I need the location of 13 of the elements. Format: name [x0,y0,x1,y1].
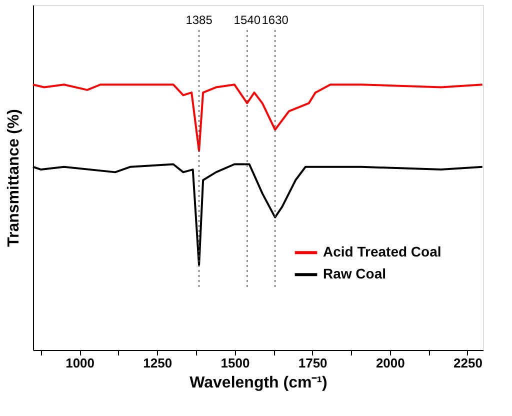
legend-label: Acid Treated Coal [323,244,442,260]
ref-line-label: 1630 [262,13,289,27]
x-axis-title: Wavelength (cm⁻¹) [190,374,328,392]
x-tick-label: 1750 [298,356,328,370]
y-axis-title: Transmittance (%) [6,109,22,247]
x-tick-label: 2000 [376,356,405,370]
x-tick-label: 1250 [143,356,172,370]
x-tick-label: 1500 [220,356,250,370]
ref-line-label: 1540 [234,13,261,27]
ref-line-label: 1385 [186,13,213,27]
x-tick-label: 2250 [454,356,482,370]
x-tick-label: 1000 [66,356,95,370]
legend-label: Raw Coal [323,266,386,282]
